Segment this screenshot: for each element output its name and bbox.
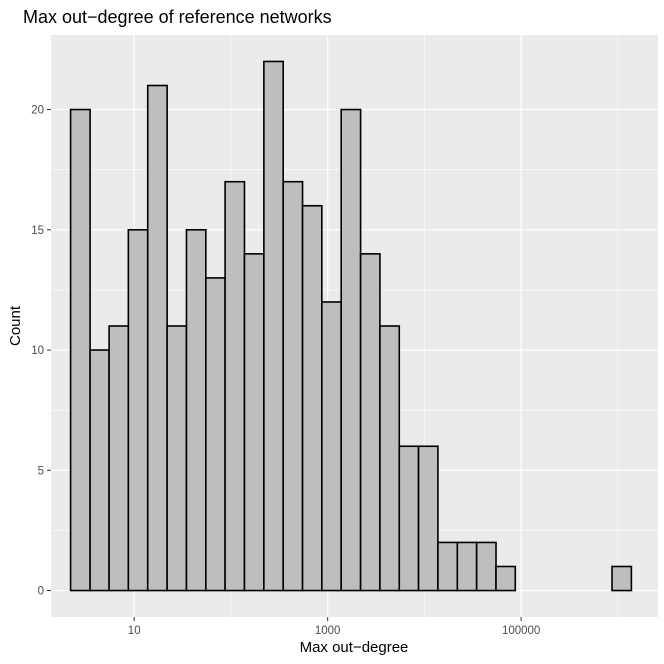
- histogram-bar: [437, 541, 459, 592]
- y-tick-label: 5: [38, 465, 44, 477]
- histogram-bar: [127, 229, 149, 592]
- histogram-bar: [89, 349, 110, 592]
- histogram-bar: [340, 108, 362, 592]
- x-tick-label: 100000: [502, 625, 540, 637]
- histogram-bar: [263, 60, 284, 592]
- histogram-bar: [495, 565, 517, 592]
- histogram-bar: [146, 84, 168, 592]
- histogram-bar: [108, 325, 130, 592]
- histogram-bar: [301, 204, 323, 592]
- x-tick-label: 10: [128, 625, 141, 637]
- histogram-bar: [282, 180, 304, 592]
- histogram-bar: [243, 253, 265, 592]
- histogram-bar: [475, 541, 497, 592]
- y-tick-label: 15: [31, 225, 44, 237]
- x-axis-title: Max out−degree: [300, 639, 409, 656]
- histogram-bar: [417, 445, 439, 592]
- y-tick-label: 0: [38, 586, 44, 598]
- histogram-bar: [398, 445, 420, 592]
- y-axis: 0 5 10 15 20: [31, 105, 51, 598]
- histogram-bar: [379, 325, 401, 592]
- y-axis-title: Count: [7, 305, 24, 346]
- histogram-bar: [456, 541, 478, 592]
- chart-title: Max out−degree of reference networks: [23, 7, 332, 27]
- y-tick-label: 20: [31, 105, 44, 117]
- x-tick-label: 1000: [315, 625, 341, 637]
- histogram-bar: [185, 229, 207, 592]
- histogram-bar: [69, 108, 91, 592]
- histogram-bar: [224, 180, 246, 592]
- histogram-bar: [321, 301, 342, 592]
- histogram-bars: [69, 60, 633, 592]
- histogram-bar: [359, 253, 381, 592]
- histogram-bar: [166, 325, 188, 592]
- histogram-bar: [611, 565, 633, 592]
- x-axis: 10 1000 100000: [128, 617, 540, 637]
- y-tick-label: 10: [31, 345, 44, 357]
- histogram-bar: [205, 277, 226, 592]
